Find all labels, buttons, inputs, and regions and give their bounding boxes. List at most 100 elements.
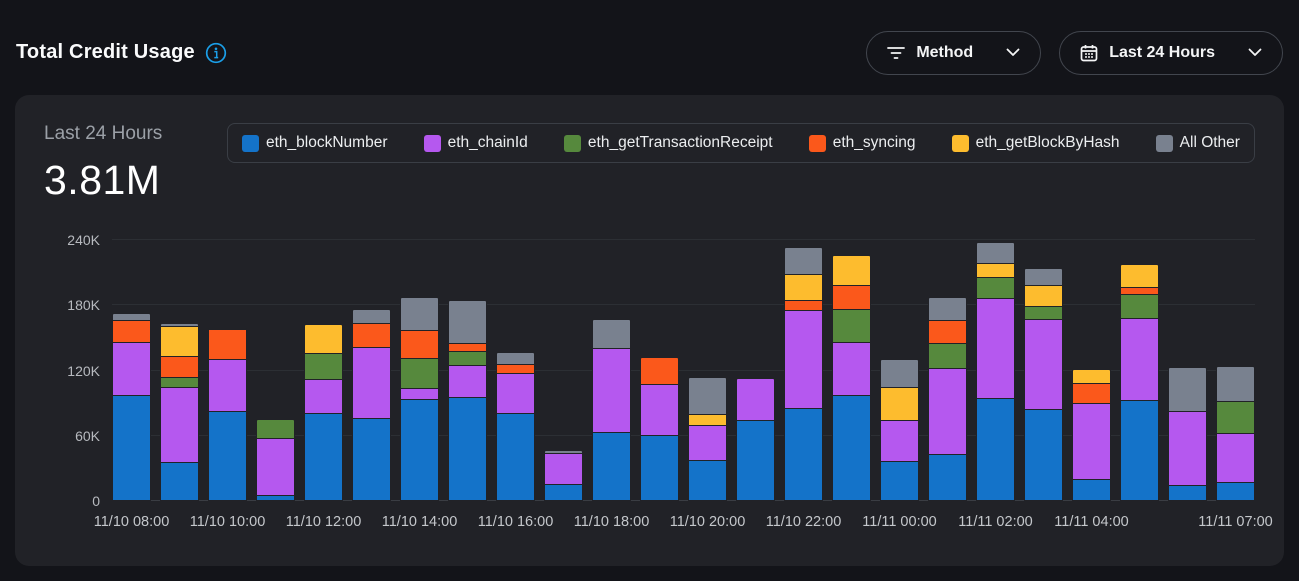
method-filter-label: Method bbox=[916, 43, 974, 61]
bar-segment bbox=[784, 246, 823, 275]
stacked-bar[interactable] bbox=[160, 322, 199, 501]
x-axis-tick-label: 11/10 14:00 bbox=[381, 514, 458, 530]
bar-slot: 11/10 12:00 bbox=[286, 240, 361, 530]
chart-legend: eth_blockNumber eth_chainId eth_getTransac… bbox=[227, 123, 1255, 163]
bar-segment bbox=[496, 365, 535, 374]
stacked-bar[interactable] bbox=[304, 323, 343, 501]
bar-segment bbox=[352, 323, 391, 348]
bar-segment bbox=[976, 263, 1015, 279]
legend-swatch-icon bbox=[423, 134, 441, 152]
stacked-bar[interactable] bbox=[1168, 367, 1207, 501]
legend-item[interactable]: eth_syncing bbox=[808, 134, 915, 152]
stacked-bar[interactable] bbox=[976, 242, 1015, 501]
stacked-bar[interactable] bbox=[832, 255, 871, 501]
bar-segment bbox=[928, 296, 967, 321]
bar-slot bbox=[1024, 240, 1063, 501]
stacked-bar[interactable] bbox=[928, 296, 967, 501]
bar-segment bbox=[448, 397, 487, 501]
bar-slot: 11/10 20:00 bbox=[670, 240, 745, 530]
bar-segment bbox=[1168, 485, 1207, 501]
legend-item[interactable]: eth_getTransactionReceipt bbox=[563, 134, 773, 152]
bar-segment bbox=[1072, 480, 1111, 501]
y-axis-tick-label: 0 bbox=[92, 493, 100, 509]
bar-segment bbox=[208, 359, 247, 412]
legend-swatch-icon bbox=[563, 134, 581, 152]
total-stat: Last 24 Hours 3.81M bbox=[44, 123, 199, 204]
stacked-bar[interactable] bbox=[352, 308, 391, 501]
stacked-bar[interactable] bbox=[256, 419, 295, 501]
legend-item[interactable]: eth_getBlockByHash bbox=[951, 134, 1120, 152]
stacked-bar[interactable] bbox=[1120, 263, 1159, 501]
stacked-bar[interactable] bbox=[592, 319, 631, 501]
bar-segment bbox=[1216, 402, 1255, 434]
bar-segment bbox=[208, 328, 247, 331]
stacked-bar[interactable] bbox=[1216, 366, 1255, 501]
stacked-bar[interactable] bbox=[400, 296, 439, 501]
bar-segment bbox=[928, 320, 967, 345]
stacked-bar[interactable] bbox=[448, 299, 487, 501]
bar-segment bbox=[112, 320, 151, 344]
x-axis-tick-label: 11/10 10:00 bbox=[189, 514, 266, 530]
chevron-down-icon bbox=[1006, 48, 1020, 57]
y-axis-tick-label: 120K bbox=[67, 362, 100, 379]
info-icon[interactable] bbox=[205, 42, 227, 64]
stacked-bar[interactable] bbox=[736, 378, 775, 501]
bar-segment bbox=[1216, 366, 1255, 403]
bar-segment bbox=[256, 419, 295, 440]
bar-segment bbox=[448, 344, 487, 353]
bar-segment bbox=[160, 387, 199, 463]
stacked-bar[interactable] bbox=[880, 358, 919, 501]
bar-segment bbox=[784, 310, 823, 409]
bar-segment bbox=[880, 461, 919, 501]
stacked-bar[interactable] bbox=[1072, 369, 1111, 501]
stacked-bar[interactable] bbox=[688, 377, 727, 501]
bar-slot bbox=[1120, 240, 1159, 501]
stacked-bar[interactable] bbox=[112, 312, 151, 501]
legend-item[interactable]: eth_chainId bbox=[423, 134, 528, 152]
bar-segment bbox=[1168, 367, 1207, 412]
bar-slot: 11/10 16:00 bbox=[478, 240, 553, 530]
bar-segment bbox=[832, 285, 871, 310]
bar-segment bbox=[1072, 369, 1111, 384]
bar-segment bbox=[784, 300, 823, 311]
bar-segment bbox=[1072, 404, 1111, 481]
bar-segment bbox=[928, 344, 967, 370]
bar-segment bbox=[400, 358, 439, 389]
stacked-bar[interactable] bbox=[784, 246, 823, 501]
legend-item[interactable]: All Other bbox=[1155, 134, 1240, 152]
bar-slot: 11/10 08:00 bbox=[94, 240, 169, 530]
stacked-bar[interactable] bbox=[208, 328, 247, 501]
legend-item[interactable]: eth_blockNumber bbox=[242, 134, 387, 152]
x-axis-tick-label: 11/11 02:00 bbox=[958, 514, 1033, 530]
bar-slot bbox=[832, 240, 871, 501]
bar-segment bbox=[880, 387, 919, 421]
bar-slot bbox=[1168, 240, 1207, 501]
bar-slot bbox=[640, 240, 679, 501]
bar-segment bbox=[496, 414, 535, 501]
bar-segment bbox=[304, 354, 343, 381]
stacked-bar[interactable] bbox=[544, 449, 583, 501]
bars-container: 11/10 08:00 11/10 10:00 11/10 12:00 11/10 1… bbox=[94, 240, 1273, 530]
stacked-bar[interactable] bbox=[640, 357, 679, 501]
legend-swatch-icon bbox=[1155, 134, 1173, 152]
bar-slot bbox=[928, 240, 967, 501]
filter-icon bbox=[887, 46, 906, 60]
bar-segment bbox=[1024, 320, 1063, 410]
bar-segment bbox=[448, 352, 487, 367]
stacked-bar[interactable] bbox=[1024, 268, 1063, 501]
time-range-dropdown[interactable]: Last 24 Hours bbox=[1059, 30, 1283, 75]
bar-segment bbox=[448, 366, 487, 398]
bar-segment bbox=[1024, 285, 1063, 308]
gridline bbox=[112, 304, 1255, 306]
title-wrap: Total Credit Usage bbox=[16, 41, 227, 64]
legend-label: eth_getTransactionReceipt bbox=[587, 134, 773, 151]
stacked-bar-chart: 11/10 08:00 11/10 10:00 11/10 12:00 11/10 1… bbox=[44, 232, 1273, 542]
bar-segment bbox=[880, 358, 919, 388]
bar-segment bbox=[640, 357, 679, 385]
bar-segment bbox=[688, 425, 727, 461]
stacked-bar[interactable] bbox=[496, 352, 535, 501]
bar-segment bbox=[976, 242, 1015, 264]
method-filter-dropdown[interactable]: Method bbox=[866, 30, 1042, 75]
usage-chart-card: Last 24 Hours 3.81M eth_blockNumber eth_c… bbox=[15, 95, 1284, 566]
bar-segment bbox=[1216, 482, 1255, 501]
